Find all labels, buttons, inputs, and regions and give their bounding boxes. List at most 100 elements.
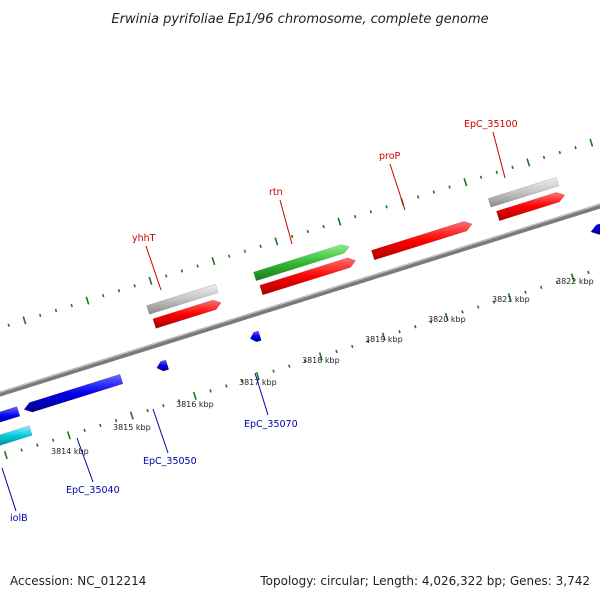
label-leader-line: [279, 199, 293, 245]
major-tick: [148, 276, 153, 285]
minor-tick: [587, 270, 590, 275]
minor-tick: [558, 150, 562, 155]
major-tick: [589, 138, 594, 147]
minor-tick: [398, 330, 401, 334]
label-leader-line: [76, 437, 94, 483]
minor-tick: [20, 448, 23, 452]
major-tick: [570, 273, 575, 282]
minor-tick: [177, 399, 181, 403]
minor-tick: [385, 205, 388, 209]
major-tick: [66, 431, 71, 440]
map-title: Erwinia pyrifoliae Ep1/96 chromosome, co…: [111, 12, 488, 27]
label-leader-line: [145, 245, 162, 291]
minor-tick: [429, 320, 433, 324]
minor-tick: [335, 349, 338, 354]
minor-tick: [114, 418, 118, 423]
kbp-label: 3815 kbp: [113, 423, 151, 432]
gene-label-rtn[interactable]: rtn: [269, 187, 283, 198]
gene-right-edge-cds[interactable]: [590, 215, 600, 235]
minor-tick: [70, 303, 73, 308]
gene-rtn-cds[interactable]: [259, 257, 357, 296]
gene-label-EpC_35040[interactable]: EpC_35040: [66, 485, 120, 496]
minor-tick: [101, 293, 105, 298]
minor-tick: [511, 165, 514, 170]
label-leader-line: [254, 372, 269, 416]
minor-tick: [555, 280, 559, 285]
minor-tick: [196, 264, 199, 268]
major-tick: [337, 217, 342, 226]
major-tick: [211, 257, 216, 266]
gene-EpC_35100-cds[interactable]: [496, 192, 566, 222]
minor-tick: [366, 339, 370, 344]
minor-tick: [259, 244, 262, 248]
minor-tick: [303, 359, 307, 363]
gene-label-yhhT[interactable]: yhhT: [132, 233, 156, 244]
label-leader-line: [389, 163, 406, 211]
major-tick: [507, 293, 512, 302]
minor-tick: [146, 408, 149, 413]
gene-EpC_35040-cds[interactable]: [23, 373, 124, 413]
minor-tick: [164, 274, 168, 278]
minor-tick: [353, 215, 357, 219]
minor-tick: [227, 254, 231, 258]
gene-EpC_35050-cds[interactable]: [156, 359, 170, 372]
minor-tick: [180, 269, 184, 273]
gene-label-proP[interactable]: proP: [379, 151, 401, 162]
minor-tick: [290, 234, 294, 239]
kbp-label: 3819 kbp: [365, 335, 403, 344]
kbp-label: 3822 kbp: [556, 277, 594, 286]
minor-tick: [288, 364, 291, 368]
minor-tick: [83, 428, 86, 433]
gene-EpC_35100-extent[interactable]: [487, 177, 560, 208]
gene-label-iolB[interactable]: iolB: [10, 513, 28, 524]
minor-tick: [492, 300, 496, 304]
minor-tick: [351, 344, 354, 349]
minor-tick: [272, 369, 275, 373]
gene-yhhT-extent[interactable]: [146, 283, 219, 315]
major-tick: [129, 411, 134, 420]
kbp-label: 3821 kbp: [492, 295, 530, 304]
gene-EpC_35070-cds[interactable]: [249, 330, 262, 343]
gene-label-EpC_35070[interactable]: EpC_35070: [244, 419, 298, 430]
accession-text: Accession: NC_012214: [10, 574, 146, 588]
gene-yhhT-cds[interactable]: [152, 299, 222, 329]
minor-tick: [51, 438, 55, 442]
minor-tick: [322, 224, 325, 229]
minor-tick: [540, 285, 543, 289]
minor-tick: [477, 305, 480, 309]
minor-tick: [209, 389, 212, 393]
minor-tick: [99, 423, 102, 428]
major-tick: [274, 237, 279, 246]
gene-label-EpC_35050[interactable]: EpC_35050: [143, 456, 197, 467]
gene-proP-cds[interactable]: [371, 221, 473, 261]
minor-tick: [240, 379, 244, 383]
gene-rtn-extent[interactable]: [253, 244, 350, 282]
minor-tick: [36, 443, 39, 447]
minor-tick: [39, 313, 42, 318]
minor-tick: [54, 308, 58, 313]
gene-left-edge-cds[interactable]: [0, 406, 21, 426]
major-tick: [318, 352, 323, 361]
outer-tick-row: [7, 138, 594, 327]
minor-tick: [432, 190, 436, 194]
gene-iolB-cds[interactable]: [0, 425, 33, 447]
gene-features: [0, 177, 600, 446]
minor-tick: [542, 155, 546, 160]
minor-tick: [416, 195, 420, 199]
minor-tick: [306, 229, 310, 234]
minor-tick: [162, 404, 165, 408]
major-tick: [463, 178, 468, 187]
major-tick: [3, 450, 8, 460]
label-leader-line: [492, 131, 506, 179]
minor-tick: [133, 284, 136, 288]
gene-label-EpC_35100[interactable]: EpC_35100: [464, 119, 518, 130]
minor-tick: [495, 170, 499, 174]
minor-tick: [448, 185, 451, 189]
minor-tick: [117, 289, 121, 293]
minor-tick: [461, 310, 464, 314]
kbp-label: 3820 kbp: [428, 315, 466, 324]
major-tick: [22, 316, 27, 325]
inner-tick-row: [3, 270, 590, 460]
major-tick: [85, 296, 90, 305]
